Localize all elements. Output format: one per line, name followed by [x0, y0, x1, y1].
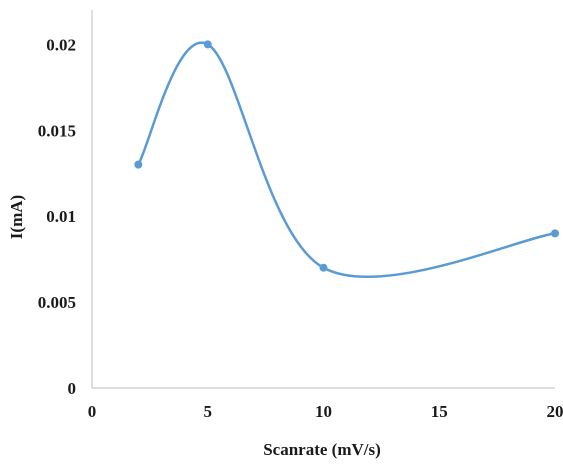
y-tick-label: 0 — [68, 379, 77, 398]
x-tick-label: 20 — [547, 402, 563, 421]
data-point-marker — [320, 264, 328, 272]
y-tick-label: 0.005 — [38, 293, 76, 312]
x-axis-title: Scanrate (mV/s) — [263, 440, 381, 459]
series — [134, 40, 559, 276]
y-axis-title: I(mA) — [7, 195, 26, 239]
y-tick-label: 0.02 — [46, 35, 76, 54]
data-point-marker — [204, 40, 212, 48]
series-line — [138, 43, 555, 277]
x-tick-label: 15 — [431, 402, 448, 421]
tick-labels: 0 5 10 15 20 0 0.005 0.01 0.015 0.02 — [38, 35, 563, 421]
axes — [92, 10, 555, 388]
y-tick-label: 0.015 — [38, 121, 76, 140]
x-tick-label: 5 — [204, 402, 213, 421]
data-point-marker — [551, 229, 559, 237]
x-tick-label: 0 — [88, 402, 97, 421]
y-tick-label: 0.01 — [46, 207, 76, 226]
x-tick-label: 10 — [315, 402, 332, 421]
data-point-marker — [134, 161, 142, 169]
